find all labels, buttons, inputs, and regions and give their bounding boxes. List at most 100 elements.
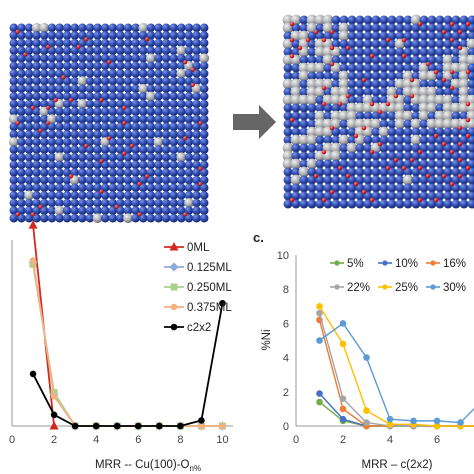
cu-atom — [459, 135, 469, 145]
series-point-4 — [156, 422, 163, 430]
cu-atom — [363, 175, 373, 185]
cu-atom — [40, 145, 49, 154]
ni-atom — [298, 62, 310, 74]
cu-atom — [85, 46, 95, 55]
o-atom — [30, 212, 35, 217]
cu-atom — [123, 84, 133, 93]
cu-atom — [169, 46, 178, 55]
cu-atom — [192, 198, 201, 208]
cu-atom — [131, 137, 140, 147]
cu-atom — [184, 69, 194, 78]
series-line-4 — [32, 303, 224, 427]
cu-atom — [9, 61, 19, 71]
cu-atom — [307, 31, 317, 41]
cu-atom — [116, 206, 125, 215]
cu-atom — [70, 114, 79, 124]
cu-atom — [387, 23, 397, 33]
cu-atom — [108, 114, 118, 124]
cu-atom — [451, 135, 461, 145]
cu-atom — [347, 135, 357, 145]
cu-atom — [169, 213, 178, 223]
cu-atom — [100, 191, 110, 200]
cu-atom — [55, 23, 64, 33]
ni-atom — [314, 118, 326, 130]
cu-atom — [131, 46, 140, 55]
cu-atom — [427, 135, 437, 145]
cu-atom — [387, 151, 397, 161]
cu-atom — [100, 160, 110, 170]
cu-atom — [299, 23, 309, 33]
cu-atom — [161, 183, 171, 192]
ni-atom — [322, 14, 334, 26]
cu-atom — [363, 143, 373, 153]
cu-atom — [451, 15, 461, 25]
cu-atom — [419, 159, 429, 169]
cu-atom — [371, 111, 381, 121]
cu-atom — [411, 111, 421, 121]
cu-atom — [315, 135, 325, 145]
cu-atom — [40, 69, 49, 78]
cu-atom — [192, 107, 201, 116]
cu-atom — [108, 198, 118, 208]
cu-atom — [108, 145, 118, 154]
o-atom — [137, 181, 142, 187]
cu-atom — [315, 167, 325, 177]
ni-atom — [24, 190, 34, 201]
cu-atom — [419, 39, 429, 49]
o-atom — [99, 98, 104, 103]
cu-atom — [17, 114, 26, 124]
o-atom — [385, 37, 391, 43]
cu-atom — [427, 127, 437, 137]
cu-atom — [199, 23, 209, 33]
cu-atom — [108, 38, 118, 48]
cu-atom — [169, 54, 178, 63]
ni-atom — [418, 110, 430, 122]
cu-atom — [355, 15, 365, 25]
series-point-4 — [198, 417, 205, 424]
cu-atom — [395, 55, 405, 65]
cu-atom — [123, 191, 133, 200]
cu-atom — [451, 87, 461, 97]
cu-atom — [427, 15, 437, 25]
cu-atom — [467, 175, 474, 185]
cu-atom — [315, 71, 325, 81]
o-atom — [321, 149, 327, 155]
cu-atom — [379, 55, 389, 65]
cu-atom — [108, 107, 118, 116]
cu-atom — [323, 31, 333, 41]
series-point-4 — [177, 422, 184, 430]
cu-atom — [93, 198, 102, 208]
cu-atom — [24, 153, 34, 162]
x-tick-label: 2 — [51, 434, 57, 446]
o-atom — [289, 117, 295, 123]
cu-atom — [85, 122, 95, 132]
o-atom — [329, 61, 335, 67]
cu-atom — [24, 213, 34, 223]
cu-atom — [123, 122, 133, 132]
cu-atom — [9, 54, 19, 63]
cu-atom — [32, 107, 41, 116]
cu-atom — [123, 69, 133, 78]
o-atom — [361, 189, 367, 195]
cu-atom — [32, 145, 41, 154]
cu-atom — [379, 15, 389, 25]
o-atom — [289, 21, 295, 27]
cu-atom — [331, 127, 341, 137]
cu-atom — [331, 199, 341, 209]
cu-atom — [339, 119, 349, 129]
cu-atom — [161, 198, 171, 208]
cu-atom — [131, 122, 140, 132]
ni-atom — [338, 110, 350, 122]
cu-atom — [403, 15, 413, 25]
cu-atom — [24, 38, 34, 48]
cu-atom — [93, 54, 102, 63]
cu-atom — [62, 107, 72, 116]
cu-atom — [177, 23, 186, 33]
cu-atom — [108, 137, 118, 147]
cu-atom — [443, 31, 453, 41]
cu-atom — [139, 76, 148, 86]
ni-atom — [354, 102, 366, 114]
cu-atom — [55, 46, 64, 55]
chart-b-legend: 5% 10% 16% 22% 25% 30% — [330, 258, 466, 294]
legend-label: 0.375ML — [187, 302, 232, 314]
